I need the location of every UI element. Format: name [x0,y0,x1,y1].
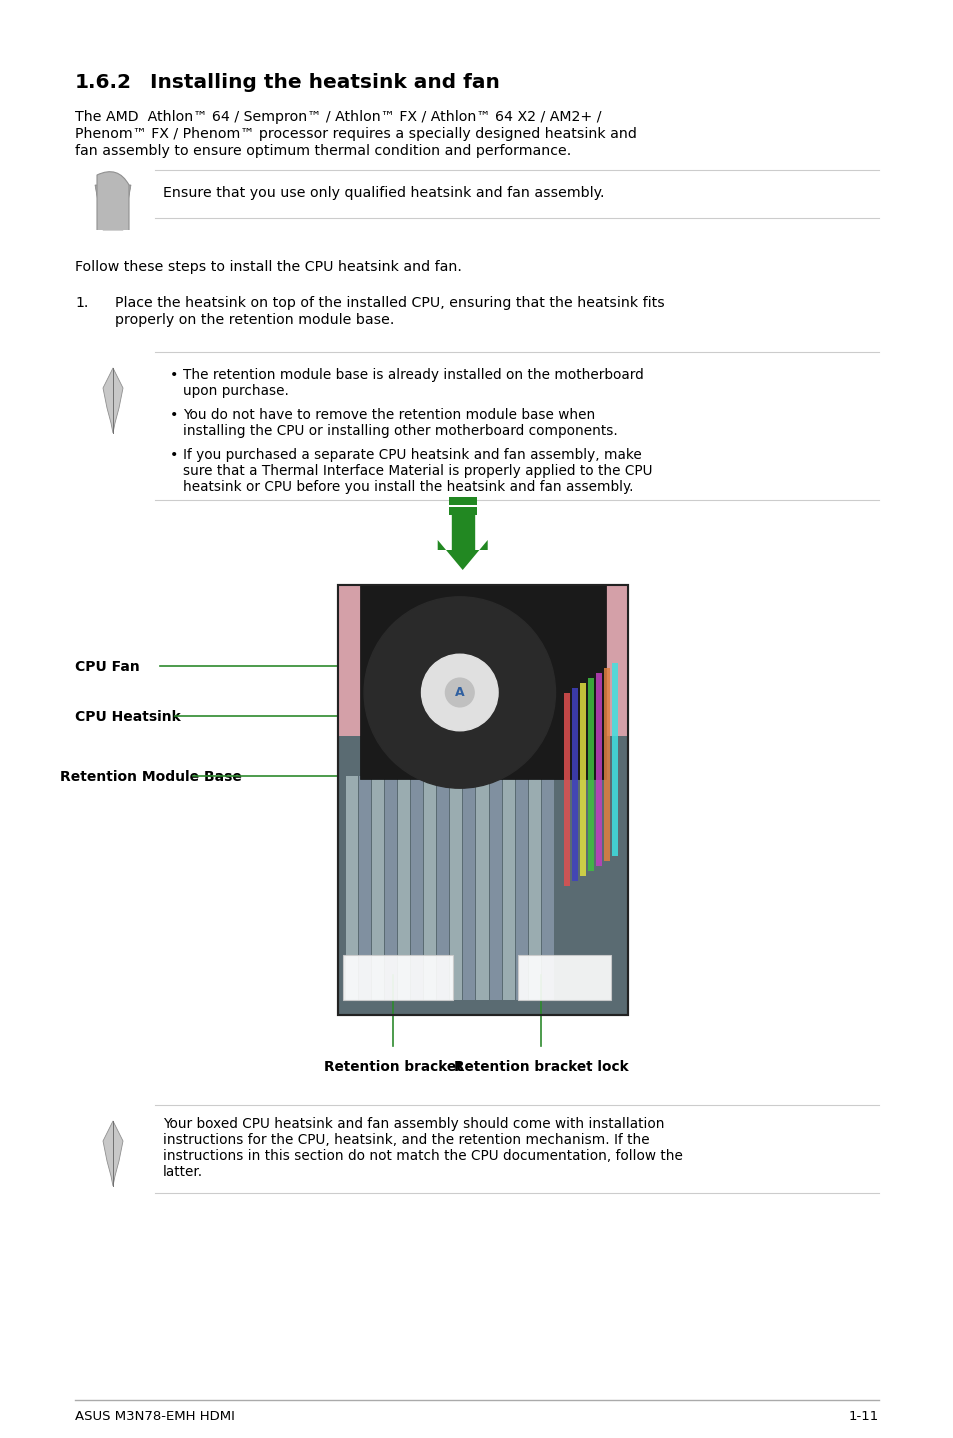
Bar [411,777,423,999]
Bar [489,777,501,999]
Bar [448,498,476,505]
Text: installing the CPU or installing other motherboard components.: installing the CPU or installing other m… [183,424,618,439]
Polygon shape [95,186,131,230]
Bar [372,777,384,999]
Bar [450,777,462,999]
Bar [385,777,396,999]
Bar [424,777,436,999]
Bar [603,667,610,861]
Text: Ensure that you use only qualified heatsink and fan assembly.: Ensure that you use only qualified heats… [163,186,604,200]
Text: A: A [455,686,464,699]
Text: •: • [170,408,178,421]
Bar [337,585,627,1015]
Text: Place the heatsink on top of the installed CPU, ensuring that the heatsink fits: Place the heatsink on top of the install… [115,296,664,311]
Text: Installing the heatsink and fan: Installing the heatsink and fan [150,73,499,92]
Bar [346,777,357,999]
FancyArrow shape [437,541,487,569]
Text: CPU Fan: CPU Fan [75,660,139,674]
Circle shape [445,679,474,707]
Bar [502,777,514,999]
Bar [436,777,449,999]
Bar [463,777,475,999]
Text: Your boxed CPU heatsink and fan assembly should come with installation: Your boxed CPU heatsink and fan assembly… [163,1117,664,1132]
Circle shape [364,597,555,788]
Text: ASUS M3N78-EMH HDMI: ASUS M3N78-EMH HDMI [75,1411,234,1424]
Text: The retention module base is already installed on the motherboard: The retention module base is already ins… [183,368,643,383]
Bar [612,663,618,856]
Bar [528,777,540,999]
Text: Retention Module Base: Retention Module Base [60,769,242,784]
Text: You do not have to remove the retention module base when: You do not have to remove the retention … [183,408,595,421]
Text: heatsink or CPU before you install the heatsink and fan assembly.: heatsink or CPU before you install the h… [183,480,633,495]
Bar [541,777,554,999]
PathPatch shape [103,1122,123,1186]
Bar [579,683,585,876]
Text: If you purchased a separate CPU heatsink and fan assembly, make: If you purchased a separate CPU heatsink… [183,449,641,462]
Bar [343,955,453,999]
Text: latter.: latter. [163,1165,203,1179]
Text: •: • [170,449,178,462]
Text: 1.6.2: 1.6.2 [75,73,132,92]
Bar [596,673,601,866]
Text: Follow these steps to install the CPU heatsink and fan.: Follow these steps to install the CPU he… [75,260,461,275]
Bar [448,508,476,515]
Text: sure that a Thermal Interface Material is properly applied to the CPU: sure that a Thermal Interface Material i… [183,464,652,477]
Circle shape [421,654,497,731]
Text: properly on the retention module base.: properly on the retention module base. [115,313,394,326]
Bar [337,585,627,1015]
Bar [563,693,570,886]
Text: instructions in this section do not match the CPU documentation, follow the: instructions in this section do not matc… [163,1149,682,1163]
Bar [588,677,594,871]
Bar [397,777,410,999]
Bar [337,585,627,735]
Text: Retention bracket: Retention bracket [323,1060,462,1074]
Text: 1.: 1. [75,296,89,311]
Bar [572,687,578,881]
Bar [517,955,610,999]
PathPatch shape [97,171,129,230]
Text: upon purchase.: upon purchase. [183,384,289,398]
Text: Retention bracket lock: Retention bracket lock [454,1060,628,1074]
Text: instructions for the CPU, heatsink, and the retention mechanism. If the: instructions for the CPU, heatsink, and … [163,1133,649,1148]
Bar [359,585,605,778]
Bar [476,777,488,999]
Text: CPU Heatsink: CPU Heatsink [75,710,180,723]
PathPatch shape [103,368,123,433]
Bar [516,777,527,999]
Text: •: • [170,368,178,383]
Text: Phenom™ FX / Phenom™ processor requires a specially designed heatsink and: Phenom™ FX / Phenom™ processor requires … [75,127,637,141]
Bar [358,777,371,999]
Text: 1-11: 1-11 [848,1411,878,1424]
Text: fan assembly to ensure optimum thermal condition and performance.: fan assembly to ensure optimum thermal c… [75,144,571,158]
Text: The AMD  Athlon™ 64 / Sempron™ / Athlon™ FX / Athlon™ 64 X2 / AM2+ /: The AMD Athlon™ 64 / Sempron™ / Athlon™ … [75,109,601,124]
